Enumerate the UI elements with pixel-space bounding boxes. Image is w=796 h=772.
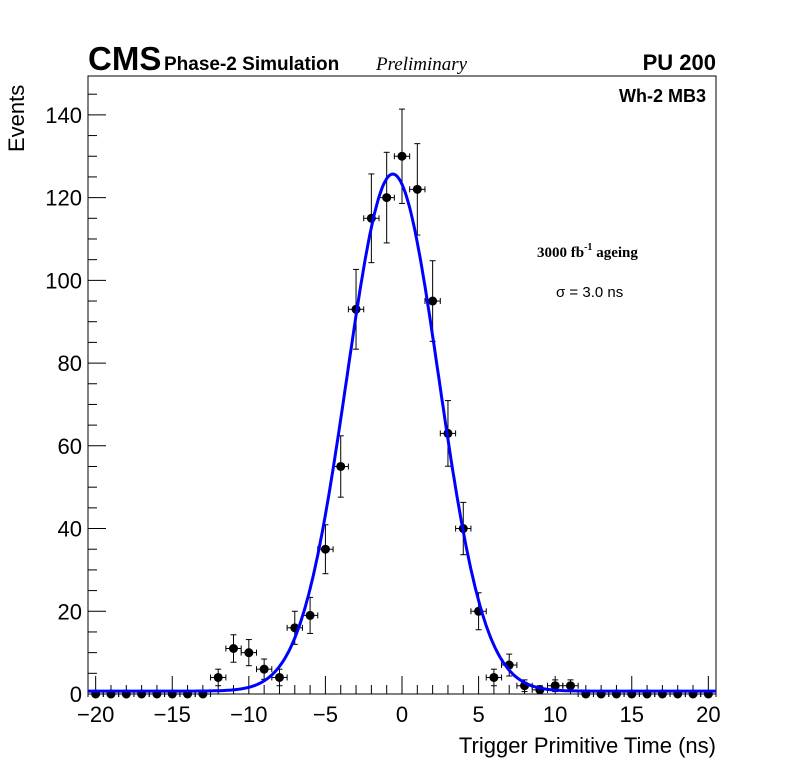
data-point [378, 151, 395, 244]
preliminary-label: Preliminary [375, 54, 468, 75]
x-tick-label: −10 [230, 702, 267, 727]
y-tick-label: 0 [70, 682, 82, 707]
data-point [301, 596, 319, 634]
y-axis-label: Events [4, 85, 29, 152]
x-tick-label: 5 [472, 702, 484, 727]
y-tick-label: 140 [45, 103, 82, 128]
data-marker [274, 672, 284, 682]
data-marker [382, 193, 392, 203]
lumi-annotation: 3000 fb-1 ageing [537, 242, 638, 261]
x-tick-label: 15 [620, 702, 644, 727]
cms-label: CMS [88, 40, 161, 77]
y-tick-label: 100 [45, 268, 82, 293]
y-tick-label: 40 [58, 517, 82, 542]
data-point [485, 668, 503, 687]
x-tick-label: 10 [543, 702, 567, 727]
data-marker [244, 648, 254, 658]
x-tick-label: 0 [396, 702, 408, 727]
data-marker [305, 610, 315, 620]
y-tick-label: 120 [45, 186, 82, 211]
sigma-annotation: σ = 3.0 ns [556, 284, 623, 301]
phase2-label: Phase-2 Simulation [164, 54, 339, 75]
data-marker [320, 544, 330, 554]
data-marker [565, 681, 575, 691]
x-tick-label: −20 [77, 702, 114, 727]
data-marker [397, 151, 407, 161]
y-tick-label: 60 [58, 434, 82, 459]
data-marker [336, 461, 346, 471]
data-marker [213, 672, 223, 682]
x-tick-label: 20 [696, 702, 720, 727]
data-point [393, 108, 411, 204]
data-marker [229, 643, 239, 653]
data-point [240, 639, 257, 667]
data-marker [259, 664, 269, 674]
x-tick-label: −15 [154, 702, 191, 727]
data-marker [412, 184, 422, 194]
data-marker [428, 296, 438, 306]
y-tick-label: 80 [58, 351, 82, 376]
fit-curve [88, 172, 716, 693]
region-label: Wh-2 MB3 [619, 86, 706, 106]
pileup-label: PU 200 [643, 50, 716, 75]
y-tick-label: 20 [58, 599, 82, 624]
data-marker [550, 681, 560, 691]
x-axis-label: Trigger Primitive Time (ns) [459, 733, 716, 758]
data-point [210, 668, 227, 687]
data-point [225, 634, 242, 663]
x-tick-label: −5 [313, 702, 338, 727]
data-marker [489, 672, 499, 682]
data-point [409, 143, 426, 236]
